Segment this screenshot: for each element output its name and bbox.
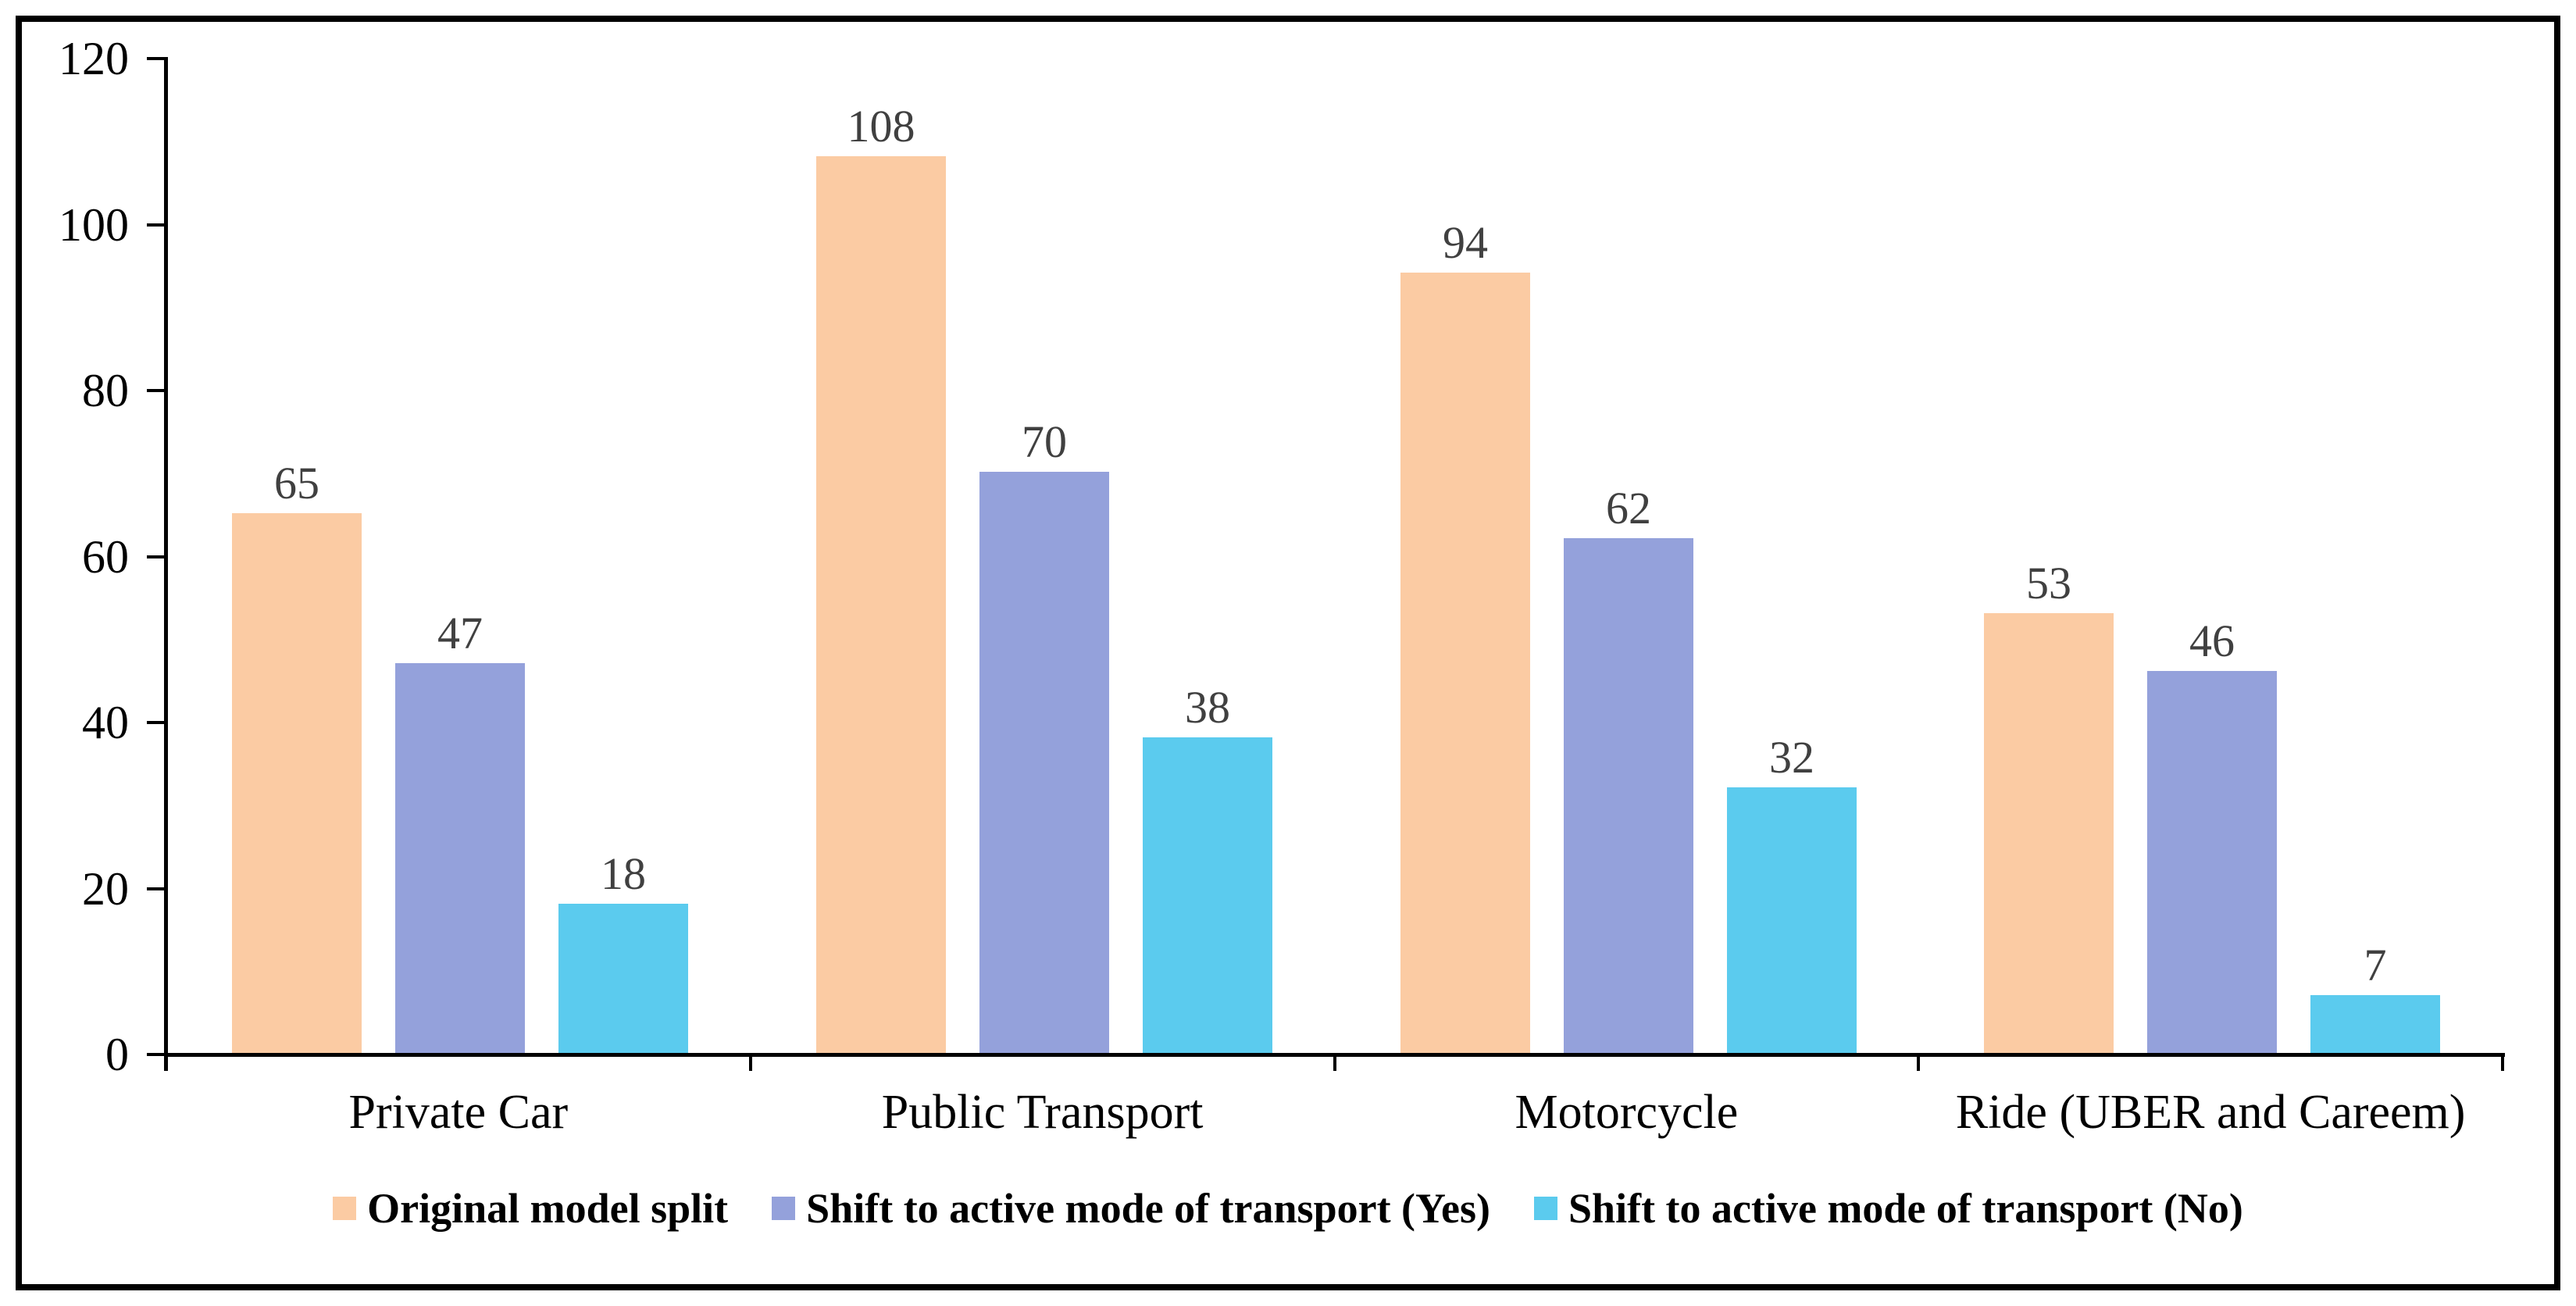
y-tick-label: 40	[82, 697, 129, 748]
y-tick-mark	[147, 721, 164, 724]
legend-swatch-icon	[772, 1197, 796, 1220]
bar-value-label: 38	[1185, 682, 1230, 733]
bar-value-label: 62	[1606, 483, 1651, 533]
bar-value-label: 32	[1769, 732, 1814, 783]
bar-value-label: 70	[1022, 416, 1067, 467]
x-tick-mark	[1917, 1057, 1921, 1071]
bar-series-1-cat-1	[979, 472, 1109, 1053]
x-tick-mark	[1333, 1057, 1336, 1071]
legend: Original model split Shift to active mode…	[0, 1184, 2576, 1233]
y-tick-label: 0	[105, 1029, 129, 1080]
bar-series-0-cat-3	[1984, 613, 2114, 1053]
legend-item: Shift to active mode of transport (Yes)	[772, 1184, 1490, 1233]
bar-series-1-cat-3	[2147, 671, 2277, 1053]
bar-value-label: 94	[1443, 217, 1488, 268]
bar-series-0-cat-1	[816, 156, 946, 1053]
y-axis-line	[164, 57, 168, 1071]
bar-series-2-cat-0	[558, 904, 688, 1053]
x-tick-mark	[2501, 1057, 2504, 1071]
x-axis-line	[164, 1053, 2505, 1057]
bar-value-label: 18	[601, 848, 646, 899]
y-tick-label: 20	[82, 862, 129, 915]
y-tick-label: 120	[59, 33, 129, 84]
y-tick-mark	[147, 57, 164, 60]
category-label: Public Transport	[881, 1086, 1204, 1139]
category-label: Ride (UBER and Careem)	[1955, 1086, 2466, 1139]
y-tick-label: 60	[82, 530, 129, 583]
legend-item: Shift to active mode of transport (No)	[1534, 1184, 2243, 1233]
x-tick-mark	[165, 1057, 168, 1071]
bar-series-0-cat-2	[1400, 273, 1530, 1053]
bar-series-1-cat-0	[395, 663, 525, 1053]
legend-swatch-icon	[1534, 1197, 1558, 1220]
x-tick-mark	[748, 1057, 752, 1071]
y-tick-mark	[147, 887, 164, 890]
legend-label: Original model split	[367, 1185, 729, 1232]
bar-value-label: 108	[847, 101, 915, 152]
bar-value-label: 65	[274, 458, 319, 508]
bar-series-2-cat-3	[2310, 995, 2440, 1053]
bar-series-2-cat-1	[1143, 737, 1272, 1053]
bar-value-label: 46	[2189, 616, 2235, 666]
legend-label: Shift to active mode of transport (Yes)	[806, 1185, 1491, 1232]
bar-series-2-cat-2	[1727, 787, 1857, 1053]
category-label: Private Car	[348, 1086, 569, 1139]
bar-series-0-cat-0	[232, 513, 362, 1053]
bar-value-label: 53	[2026, 558, 2071, 608]
y-tick-label: 80	[82, 365, 129, 416]
y-tick-mark	[147, 223, 164, 227]
category-label: Motorcycle	[1515, 1086, 1739, 1139]
legend-label: Shift to active mode of transport (No)	[1568, 1185, 2243, 1232]
y-tick-mark	[147, 389, 164, 392]
y-tick-mark	[147, 1053, 164, 1056]
bar-value-label: 47	[437, 608, 483, 658]
legend-swatch-icon	[333, 1197, 357, 1220]
bar-series-1-cat-2	[1564, 538, 1693, 1053]
y-tick-label: 100	[59, 198, 129, 251]
y-tick-mark	[147, 555, 164, 558]
bar-value-label: 7	[2364, 940, 2387, 990]
legend-item: Original model split	[333, 1184, 728, 1233]
